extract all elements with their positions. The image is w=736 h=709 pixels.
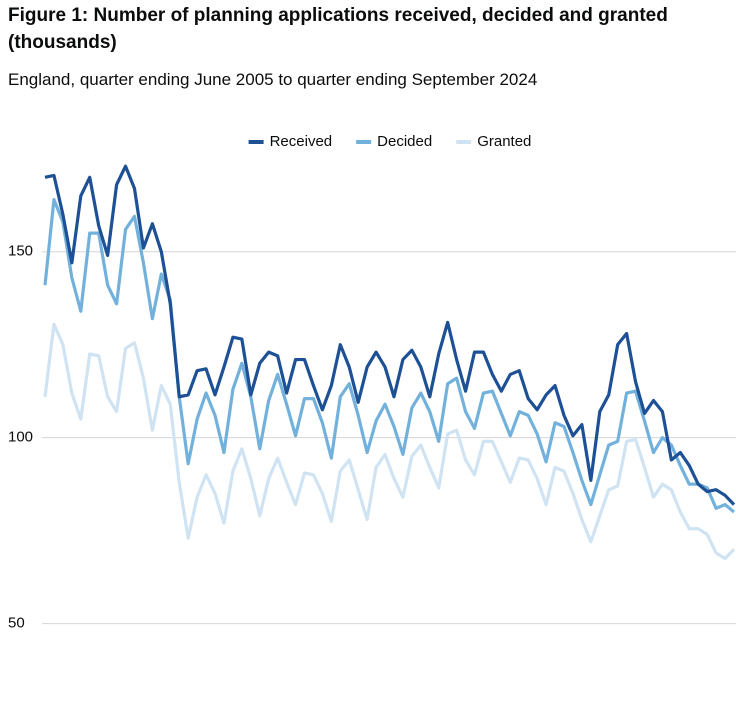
series-line bbox=[43, 198, 736, 514]
y-tick-label: 100 bbox=[8, 429, 33, 446]
legend-label: Granted bbox=[477, 133, 531, 150]
series-line bbox=[43, 322, 736, 561]
legend: Received Decided Granted bbox=[248, 133, 531, 150]
series-line bbox=[44, 164, 736, 506]
chart-title: Figure 1: Number of planning application… bbox=[8, 5, 668, 53]
legend-label: Received bbox=[270, 133, 333, 150]
chart-subtitle: England, quarter ending June 2005 to qua… bbox=[8, 70, 538, 89]
y-tick-label: 150 bbox=[8, 243, 33, 260]
y-tick-label: 50 bbox=[8, 615, 25, 632]
legend-label: Decided bbox=[377, 133, 432, 150]
